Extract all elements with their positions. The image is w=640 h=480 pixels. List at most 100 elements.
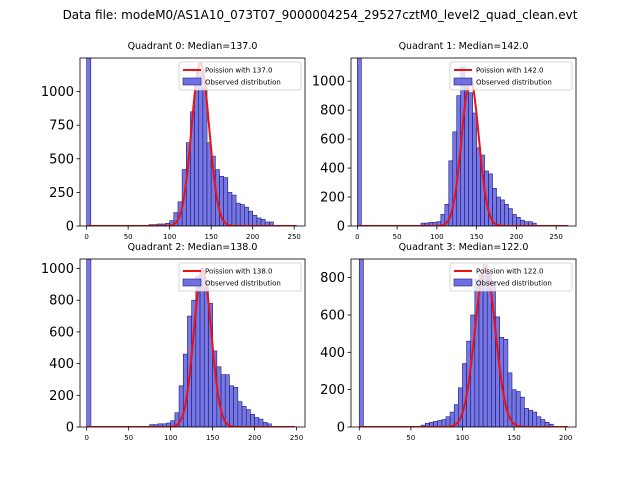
plot-area — [357, 58, 569, 226]
histogram-bar — [245, 409, 251, 427]
histogram-bar — [258, 418, 264, 427]
histogram-bar — [266, 423, 272, 427]
x-tick-label: 0 — [84, 434, 88, 442]
legend-label-poisson: Poission with 122.0 — [476, 268, 544, 276]
histogram-bar — [223, 177, 229, 226]
histogram-bar — [260, 218, 266, 226]
figure-title: Data file: modeM0/AS1A10_073T07_90000042… — [62, 8, 578, 22]
x-tick-label: 100 — [164, 434, 177, 442]
histogram-bar — [531, 222, 537, 226]
histogram-bar — [445, 416, 451, 427]
x-tick-label: 50 — [406, 434, 415, 442]
histogram-bar — [528, 409, 533, 427]
histogram-bar — [472, 112, 477, 226]
histogram-bar — [241, 406, 247, 427]
histogram-bar — [512, 214, 517, 226]
poisson-curve — [359, 267, 568, 427]
y-tick-label: 600 — [320, 309, 345, 324]
histogram-bar — [248, 210, 253, 226]
histogram-bar — [206, 142, 212, 226]
x-tick-label: 50 — [124, 233, 133, 241]
x-tick-label: 100 — [456, 434, 469, 442]
legend: Poission with 122.0 Observed distribution — [449, 262, 573, 292]
histogram-bar — [229, 385, 234, 427]
y-tick-label: 800 — [320, 104, 345, 119]
histogram-bar — [357, 58, 362, 226]
legend-bar-swatch — [453, 77, 473, 86]
x-tick-label: 250 — [290, 434, 303, 442]
x-tick-label: 100 — [163, 233, 176, 241]
histogram-bar — [224, 374, 230, 427]
histogram-bar — [244, 206, 249, 226]
y-tick-label: 800 — [320, 271, 345, 286]
x-tick-label: 200 — [248, 434, 261, 442]
y-tick-label: 250 — [49, 186, 74, 201]
y-tick-label: 400 — [320, 346, 345, 361]
y-tick-label: 750 — [49, 119, 74, 134]
histogram-bar — [233, 387, 239, 427]
legend-box — [178, 61, 302, 91]
y-tick-label: 600 — [49, 325, 74, 340]
legend-label-observed: Observed distribution — [476, 79, 552, 87]
histogram-bar — [468, 92, 473, 226]
histogram-bar — [500, 199, 505, 226]
x-tick-label: 100 — [430, 233, 443, 241]
y-tick-label: 1000 — [41, 262, 74, 277]
legend-label-observed: Observed distribution — [205, 280, 281, 288]
histogram-bar — [250, 414, 255, 427]
x-tick-label: 150 — [507, 434, 520, 442]
histogram-bar — [227, 192, 233, 226]
legend-label-observed: Observed distribution — [476, 280, 552, 288]
histogram-bar — [231, 194, 237, 226]
x-tick-label: 150 — [204, 233, 217, 241]
histogram-bar — [532, 411, 538, 427]
histogram-bar — [519, 396, 525, 427]
quadrant-2-title: Quadrant 2: Median=138.0 — [128, 242, 258, 253]
x-tick-label: 0 — [355, 233, 359, 241]
histogram-bar — [524, 408, 529, 427]
y-tick-label: 1000 — [41, 85, 74, 100]
histogram-bar — [203, 287, 209, 427]
histogram-bar — [86, 58, 92, 226]
poisson-curve — [86, 268, 295, 427]
plot-area — [86, 58, 297, 226]
histogram-bar — [268, 221, 274, 226]
histogram-bar — [198, 71, 204, 226]
axes-frame — [79, 258, 306, 428]
axes-frame — [79, 57, 306, 227]
poisson-curve — [357, 78, 569, 226]
x-tick-label: 50 — [393, 233, 402, 241]
y-tick-label: 400 — [49, 357, 74, 372]
legend-label-poisson: Poission with 138.0 — [205, 268, 273, 276]
legend-box — [178, 262, 302, 292]
y-tick-label: 400 — [320, 162, 345, 177]
histogram-bar — [235, 202, 241, 226]
y-tick-label: 200 — [320, 191, 345, 206]
histogram-bar — [504, 203, 509, 226]
x-tick-label: 200 — [559, 434, 572, 442]
quadrant-3-chart: 0 50 100 150 200 0 200 400 600 800 Quadrant 3: Med… — [320, 242, 577, 442]
y-tick-label: 0 — [337, 220, 345, 235]
x-tick-label: 0 — [357, 434, 361, 442]
x-tick-label: 150 — [206, 434, 219, 442]
y-tick-label: 1000 — [312, 75, 345, 90]
histogram-bar — [254, 417, 260, 427]
histogram-bar — [476, 147, 481, 226]
histogram-bar — [86, 259, 92, 427]
quadrant-1-title: Quadrant 1: Median=142.0 — [399, 41, 529, 52]
axes-frame — [350, 258, 577, 428]
histogram-bar — [194, 80, 200, 226]
legend-box — [449, 262, 573, 292]
histogram-bar — [256, 217, 262, 226]
histogram-bar — [516, 217, 521, 226]
x-tick-label: 200 — [246, 233, 259, 241]
x-tick-label: 0 — [84, 233, 88, 241]
poisson-curve — [86, 62, 297, 226]
histogram-bar — [441, 419, 447, 427]
histogram-bar — [239, 204, 245, 226]
histogram-bar — [548, 423, 554, 427]
y-tick-label: 200 — [49, 389, 74, 404]
histogram-bar — [540, 419, 546, 427]
quadrant-3-title: Quadrant 3: Median=122.0 — [399, 242, 529, 253]
histogram-bar — [496, 196, 501, 226]
